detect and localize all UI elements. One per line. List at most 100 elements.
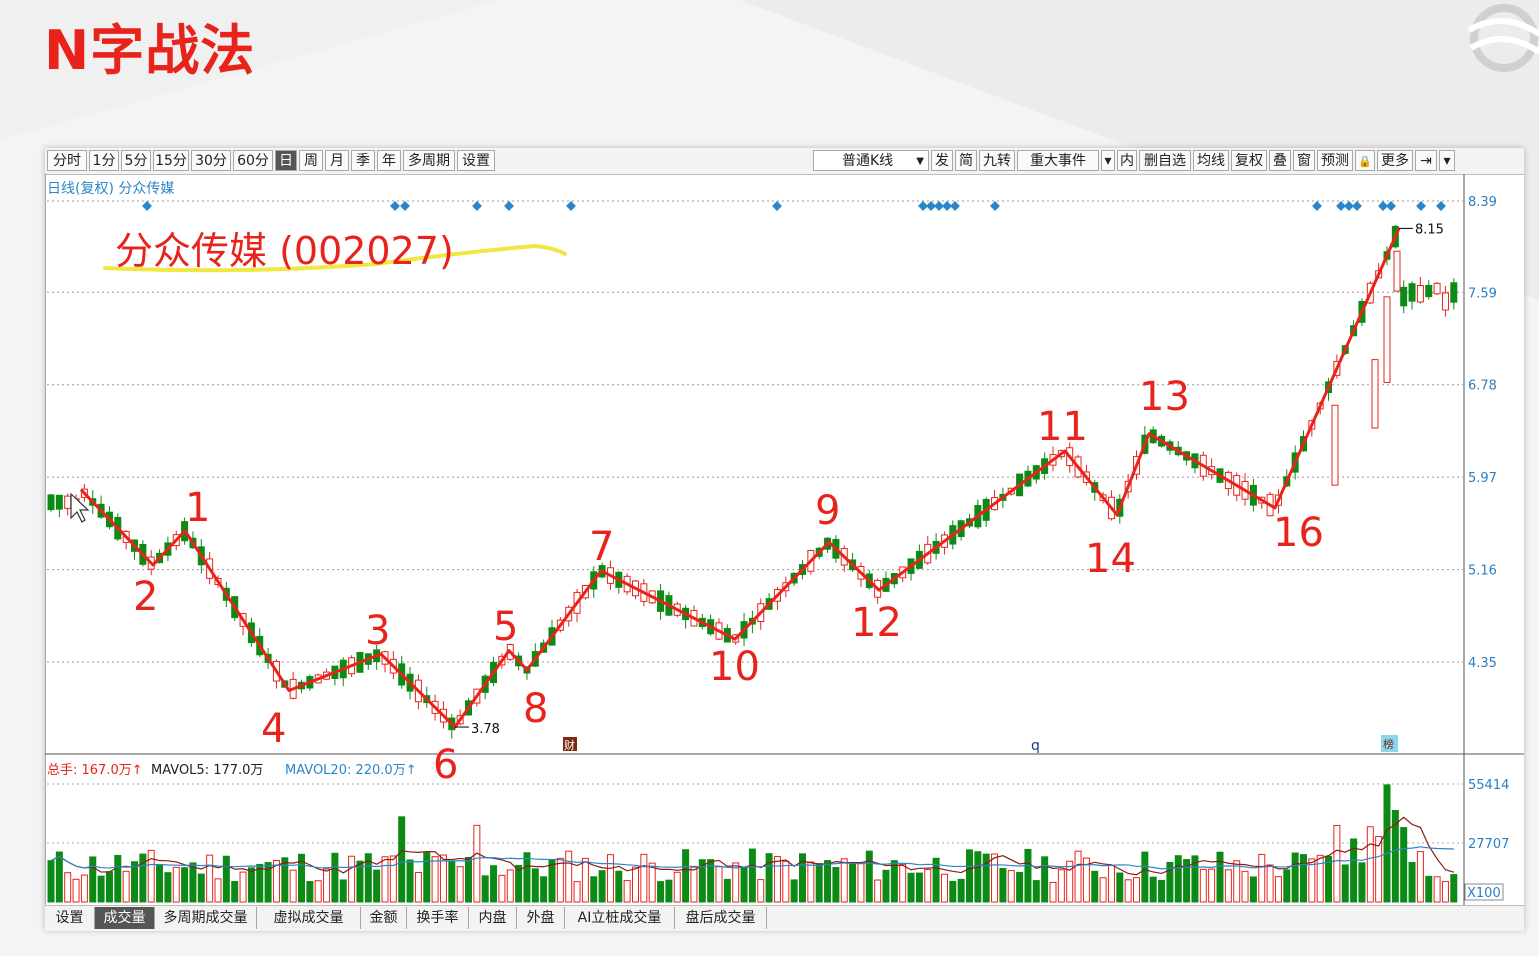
volume-bar <box>1283 869 1291 903</box>
period-tab-11[interactable]: 多周期 <box>403 150 455 171</box>
period-tab-7[interactable]: 周 <box>299 150 323 171</box>
period-tab-4[interactable]: 30分 <box>191 150 231 171</box>
volume-bar <box>1266 864 1274 903</box>
kline-type-select[interactable]: 普通K线 ▼ <box>813 150 929 171</box>
indicator-tab-6[interactable]: 内盘 <box>469 907 517 929</box>
period-tab-3[interactable]: 15分 <box>153 150 189 171</box>
period-tab-8[interactable]: 月 <box>325 150 349 171</box>
indicator-tab-3[interactable]: 虚拟成交量 <box>257 907 361 929</box>
wave-point-label: 1 <box>185 485 210 531</box>
volume-bar <box>490 865 498 903</box>
volume-bar <box>1316 854 1324 903</box>
volume-bar <box>957 878 965 903</box>
volume-bar <box>790 879 798 903</box>
volume-bar <box>982 853 990 903</box>
event-dropdown-icon[interactable]: ▾ <box>1101 150 1115 171</box>
toolbar-tool-11[interactable]: 更多 <box>1377 150 1413 171</box>
toolbar-tool-5[interactable]: 删自选 <box>1139 150 1191 171</box>
toolbar-tool-1[interactable]: 简 <box>955 150 977 171</box>
signal-diamond-icon <box>400 201 410 211</box>
candle-body <box>1425 284 1433 298</box>
volume-bar <box>181 867 189 903</box>
volume-bar <box>1450 874 1458 903</box>
signal-diamond-icon <box>1378 201 1388 211</box>
volume-bar <box>1199 868 1207 903</box>
volume-bar <box>773 856 781 903</box>
volume-bar <box>732 862 740 903</box>
period-tab-12[interactable]: 设置 <box>457 150 495 171</box>
toolbar-tool-0[interactable]: 发 <box>931 150 953 171</box>
wave-point-label: 10 <box>709 644 760 690</box>
period-tab-1[interactable]: 1分 <box>89 150 119 171</box>
volume-unit-box <box>1464 883 1504 901</box>
signal-diamond-icon <box>950 201 960 211</box>
volume-bar <box>1441 880 1449 903</box>
volume-bar <box>632 866 639 903</box>
lock-icon[interactable]: 🔒 <box>1355 150 1375 171</box>
period-tab-0[interactable]: 分时 <box>47 150 87 171</box>
toolbar-tool-2[interactable]: 九转 <box>979 150 1015 171</box>
indicator-tab-7[interactable]: 外盘 <box>517 907 565 929</box>
toolbar-tool-9[interactable]: 窗 <box>1293 150 1315 171</box>
volume-bar <box>481 875 489 903</box>
event-marker-right-bg <box>1381 735 1398 752</box>
volume-bar <box>874 879 882 903</box>
volume-bar <box>264 862 272 903</box>
expand-icon[interactable]: ⇥ <box>1415 150 1437 171</box>
period-tab-6[interactable]: 日 <box>275 150 297 171</box>
signal-diamond-icon <box>1436 201 1446 211</box>
mavol20-line <box>50 846 1454 870</box>
volume-bar <box>865 850 873 903</box>
stock-name-label: 分众传媒 (002027) <box>115 229 454 273</box>
signal-diamond-icon <box>772 201 782 211</box>
volume-bar <box>1408 861 1416 903</box>
indicator-tab-0[interactable]: 设置 <box>45 907 95 929</box>
indicator-tab-8[interactable]: AI立桩成交量 <box>565 907 675 929</box>
period-tab-5[interactable]: 60分 <box>233 150 273 171</box>
volume-bar <box>715 866 723 903</box>
indicator-tab-9[interactable]: 盘后成交量 <box>675 907 767 929</box>
volume-bar <box>1116 872 1124 903</box>
indicator-tab-2[interactable]: 多周期成交量 <box>155 907 257 929</box>
wave-point-label: 8 <box>523 686 548 732</box>
volume-bar <box>1291 852 1299 903</box>
period-tab-2[interactable]: 5分 <box>121 150 151 171</box>
more-dropdown-icon[interactable]: ▾ <box>1439 150 1455 171</box>
signal-diamond-icon <box>1386 201 1396 211</box>
volume-bar <box>991 853 999 903</box>
volume-bar <box>197 873 205 903</box>
toolbar-tool-6[interactable]: 均线 <box>1193 150 1229 171</box>
volume-bar <box>323 868 331 903</box>
event-marker-right: 榜 <box>1383 737 1394 751</box>
volume-bar <box>172 866 180 903</box>
kline-type-value: 普通K线 <box>842 153 894 169</box>
highlight-underline <box>103 243 567 273</box>
volume-bar <box>1216 851 1224 903</box>
wave-point-label: 5 <box>493 604 518 650</box>
price-tick-label: 5.16 <box>1468 564 1497 579</box>
indicator-tab-5[interactable]: 换手率 <box>407 907 469 929</box>
volume-bar <box>590 876 598 903</box>
volume-bar <box>272 860 280 903</box>
period-tab-10[interactable]: 年 <box>377 150 401 171</box>
volume-bar <box>131 861 138 903</box>
volume-bar <box>723 878 731 903</box>
indicator-tab-4[interactable]: 金额 <box>361 907 407 929</box>
volume-bar <box>1057 869 1065 903</box>
volume-bar <box>665 879 673 903</box>
indicator-tab-1[interactable]: 成交量 <box>95 907 155 929</box>
toolbar-tool-3[interactable]: 重大事件 <box>1017 150 1099 171</box>
event-marker-left-bg <box>563 737 577 751</box>
volume-bar <box>540 876 548 903</box>
volume-bar <box>1124 879 1132 903</box>
toolbar-tool-7[interactable]: 复权 <box>1231 150 1267 171</box>
wave-point-label: 12 <box>851 600 902 646</box>
toolbar-tool-10[interactable]: 预测 <box>1317 150 1353 171</box>
volume-bar <box>1016 871 1024 903</box>
toolbar-tool-8[interactable]: 叠 <box>1269 150 1291 171</box>
period-tab-9[interactable]: 季 <box>351 150 375 171</box>
chevron-down-icon: ▼ <box>916 156 924 167</box>
toolbar-tool-4[interactable]: 内 <box>1117 150 1137 171</box>
volume-bar <box>1241 870 1249 903</box>
candle-body <box>1383 296 1391 383</box>
